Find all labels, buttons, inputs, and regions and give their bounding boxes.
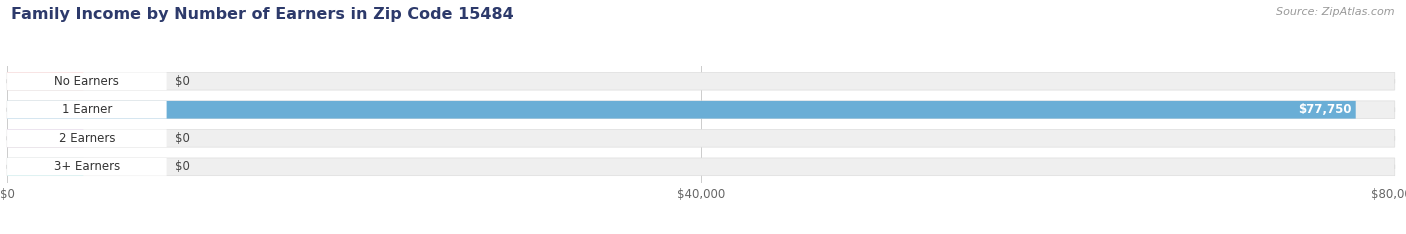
Text: No Earners: No Earners [55, 75, 120, 88]
FancyBboxPatch shape [7, 72, 1395, 90]
FancyBboxPatch shape [7, 129, 1395, 147]
FancyBboxPatch shape [7, 158, 167, 176]
Text: 3+ Earners: 3+ Earners [53, 160, 120, 173]
FancyBboxPatch shape [7, 129, 167, 147]
Text: Source: ZipAtlas.com: Source: ZipAtlas.com [1277, 7, 1395, 17]
FancyBboxPatch shape [7, 129, 83, 147]
FancyBboxPatch shape [7, 101, 167, 119]
FancyBboxPatch shape [7, 101, 1395, 119]
Text: $0: $0 [174, 75, 190, 88]
Text: Family Income by Number of Earners in Zip Code 15484: Family Income by Number of Earners in Zi… [11, 7, 515, 22]
Text: $0: $0 [174, 132, 190, 145]
FancyBboxPatch shape [7, 101, 1355, 119]
FancyBboxPatch shape [7, 72, 167, 90]
Text: 1 Earner: 1 Earner [62, 103, 112, 116]
Text: $0: $0 [174, 160, 190, 173]
Text: $77,750: $77,750 [1298, 103, 1351, 116]
Text: 2 Earners: 2 Earners [59, 132, 115, 145]
FancyBboxPatch shape [7, 158, 1395, 176]
FancyBboxPatch shape [7, 158, 83, 176]
FancyBboxPatch shape [7, 72, 83, 90]
